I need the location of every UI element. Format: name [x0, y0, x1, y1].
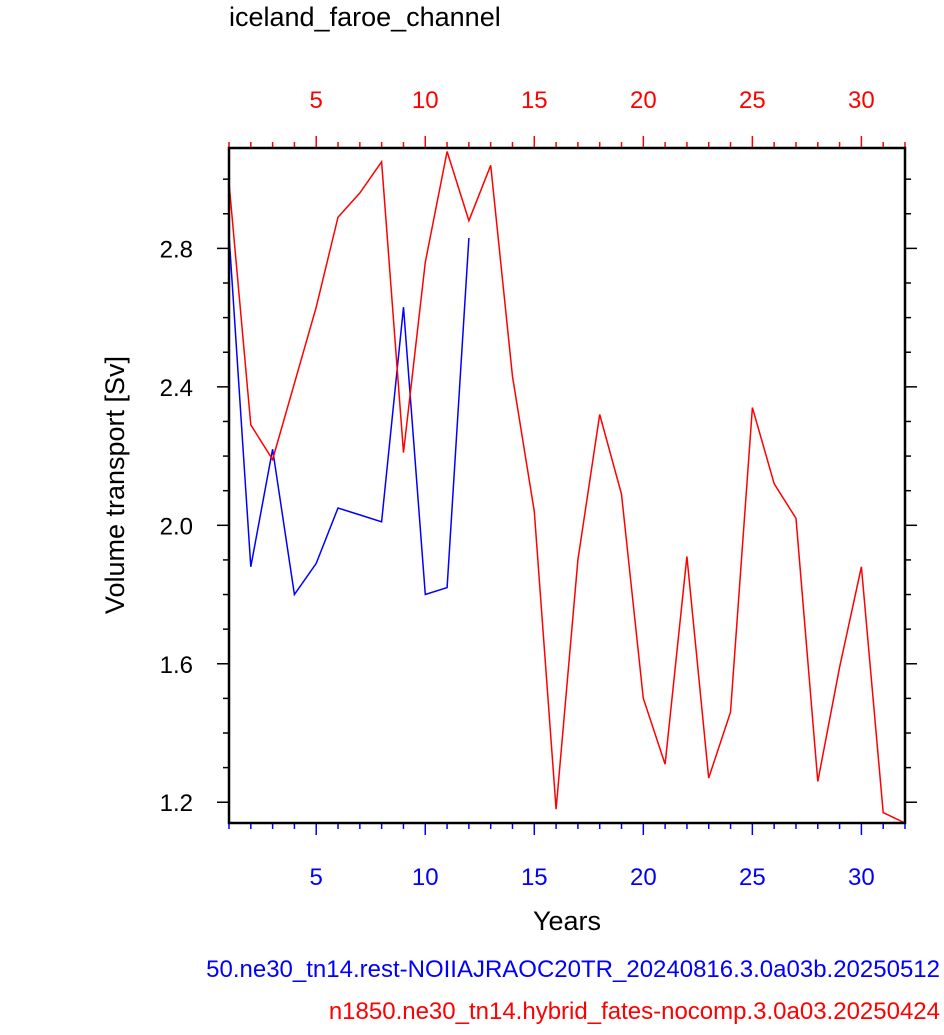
x-tick-label-top: 15 — [521, 87, 548, 114]
ticks-layer — [217, 136, 917, 835]
y-axis-label: Volume transport [Sv] — [100, 356, 130, 614]
plot-frame — [227, 146, 907, 825]
x-tick-label-bottom: 25 — [739, 864, 766, 891]
y-tick-label: 1.2 — [160, 790, 193, 817]
x-tick-label-top: 30 — [848, 87, 875, 114]
legend-label-blue-series: 50.ne30_tn14.rest-NOIIAJRAOC20TR_2024081… — [206, 956, 940, 983]
x-tick-label-top: 5 — [310, 87, 323, 114]
y-tick-label: 2.4 — [160, 375, 193, 402]
x-tick-label-top: 25 — [739, 87, 766, 114]
x-tick-label-bottom: 15 — [521, 864, 548, 891]
x-tick-label-bottom: 5 — [310, 864, 323, 891]
legend-label-red-series: n1850.ne30_tn14.hybrid_fates-nocomp.3.0a… — [328, 998, 940, 1025]
x-tick-label-bottom: 30 — [848, 864, 875, 891]
series-layer — [228, 151, 906, 824]
x-tick-label-top: 10 — [412, 87, 439, 114]
x-tick-label-top: 20 — [630, 87, 657, 114]
x-tick-label-bottom: 10 — [412, 864, 439, 891]
x-axis-label: Years — [533, 906, 601, 936]
labels-layer: 5 10 15 20 25 30 5 10 15 20 25 30 1.2 1.6 2.0 2.4 2.8 — [160, 87, 875, 891]
x-tick-label-bottom: 20 — [630, 864, 657, 891]
series-line-red — [228, 151, 906, 824]
y-tick-label: 1.6 — [160, 652, 193, 679]
chart-title: iceland_faroe_channel — [229, 2, 501, 32]
y-tick-label: 2.0 — [160, 513, 193, 540]
series-line-blue — [228, 234, 470, 597]
y-tick-label: 2.8 — [160, 236, 193, 263]
